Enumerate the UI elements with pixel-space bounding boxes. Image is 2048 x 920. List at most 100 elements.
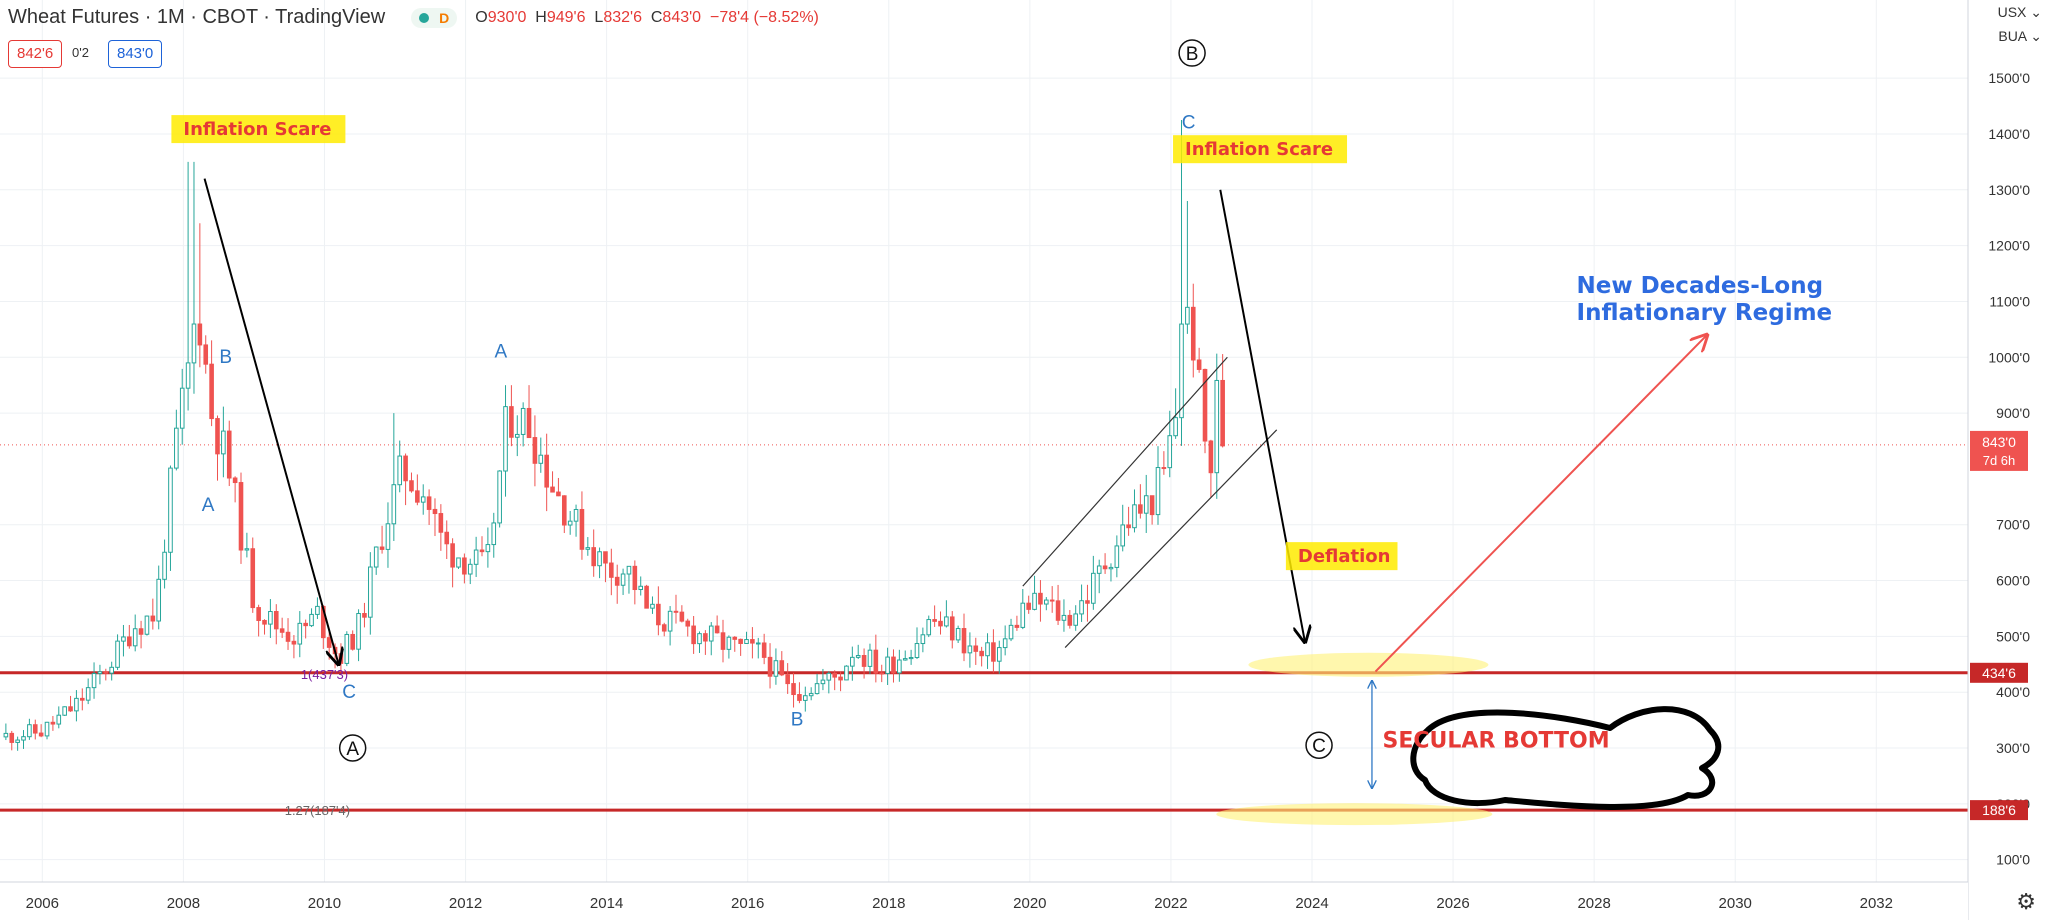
candle-body bbox=[315, 605, 320, 615]
candle-body bbox=[74, 697, 79, 712]
candle-body bbox=[85, 687, 91, 701]
candle-body bbox=[144, 615, 150, 635]
candle-body bbox=[591, 547, 596, 567]
candle-body bbox=[467, 563, 473, 575]
candle-body bbox=[585, 547, 591, 550]
candle-body bbox=[456, 557, 461, 568]
candles bbox=[3, 120, 1225, 751]
candle-body bbox=[1161, 467, 1167, 470]
ohlc-change: −78'4 (−8.52%) bbox=[709, 8, 819, 26]
unit-selector[interactable]: BUA ⌄ bbox=[1998, 28, 2042, 45]
candle-body bbox=[673, 610, 679, 613]
candle-body bbox=[656, 603, 661, 626]
candle-body bbox=[738, 638, 743, 644]
candle-body bbox=[750, 639, 755, 644]
time-tick-label: 2012 bbox=[449, 895, 482, 912]
price-tick-label: 1000'0 bbox=[1988, 349, 2030, 365]
ohlc-readout: O930'0 H949'6 L832'6 C843'0 −78'4 (−8.52… bbox=[475, 9, 819, 27]
ohlc-open-label: O bbox=[475, 8, 488, 26]
candle-body bbox=[885, 656, 890, 674]
chart-grid bbox=[0, 0, 1968, 882]
regime-label: Inflationary Regime bbox=[1577, 300, 1833, 326]
time-tick-label: 2014 bbox=[590, 895, 623, 912]
circled-wave-ring bbox=[1305, 731, 1333, 759]
candle-body bbox=[697, 633, 702, 645]
candle-body bbox=[597, 551, 602, 567]
candle-body bbox=[726, 636, 732, 650]
candle-body bbox=[403, 455, 408, 482]
currency-selector[interactable]: USX ⌄ bbox=[1998, 4, 2042, 21]
candle-body bbox=[855, 655, 861, 658]
candle-body bbox=[861, 655, 867, 667]
level-price-tag-label: 188'6 bbox=[1982, 802, 2016, 818]
candle-body bbox=[132, 628, 138, 647]
candle-body bbox=[1220, 379, 1225, 447]
candle-body bbox=[632, 565, 638, 591]
candle-body bbox=[920, 634, 926, 645]
candle-body bbox=[520, 407, 526, 435]
candle-body bbox=[620, 573, 626, 586]
ohlc-open: 930'0 bbox=[487, 8, 527, 26]
candle-body bbox=[268, 611, 273, 625]
sell-button[interactable]: 842'6 bbox=[8, 40, 63, 68]
candle-body bbox=[426, 496, 432, 510]
candle-body bbox=[1114, 545, 1120, 568]
candle-body bbox=[432, 508, 438, 515]
candle-body bbox=[691, 625, 696, 645]
candle-body bbox=[850, 656, 855, 667]
time-tick-label: 2030 bbox=[1719, 895, 1752, 912]
candle-body bbox=[279, 628, 285, 633]
candle-body bbox=[3, 732, 9, 738]
candle-body bbox=[538, 454, 544, 464]
candle-body bbox=[444, 531, 450, 545]
candle-body bbox=[773, 660, 779, 677]
candle-body bbox=[1079, 600, 1084, 615]
candle-body bbox=[614, 576, 620, 586]
buy-button[interactable]: 843'0 bbox=[108, 40, 163, 68]
candle-body bbox=[544, 454, 549, 488]
market-status-badge[interactable]: D bbox=[411, 7, 458, 28]
candle-body bbox=[626, 565, 632, 575]
candle-body bbox=[491, 522, 497, 546]
price-tick-label: 1200'0 bbox=[1988, 238, 2030, 254]
candle-body bbox=[1038, 592, 1043, 605]
candle-body bbox=[1049, 599, 1055, 602]
secular-bottom-label: SECULAR BOTTOM bbox=[1383, 729, 1610, 754]
candle-body bbox=[550, 486, 555, 493]
price-tick-label: 1500'0 bbox=[1988, 70, 2030, 86]
gear-icon[interactable]: ⚙ bbox=[2016, 889, 2036, 914]
price-tick-label: 700'0 bbox=[1996, 517, 2030, 533]
candle-body bbox=[949, 616, 955, 641]
candle-body bbox=[1085, 600, 1090, 604]
candle-body bbox=[844, 665, 849, 681]
candle-body bbox=[1208, 440, 1214, 474]
symbol-title[interactable]: Wheat Futures · 1M · CBOT · TradingView bbox=[8, 6, 386, 28]
candle-body bbox=[32, 724, 38, 734]
candle-body bbox=[391, 484, 397, 525]
candle-body bbox=[221, 430, 226, 455]
ohlc-low: 832'6 bbox=[603, 8, 642, 26]
level-highlight bbox=[1248, 652, 1489, 677]
candle-body bbox=[1026, 602, 1031, 610]
candle-body bbox=[121, 636, 126, 642]
candle-body bbox=[1185, 306, 1190, 325]
time-tick-label: 2026 bbox=[1436, 895, 1469, 912]
wave-label: A bbox=[494, 341, 507, 362]
candle-body bbox=[803, 695, 808, 701]
candle-body bbox=[479, 549, 485, 553]
candle-body bbox=[203, 344, 209, 365]
annotation-highlight bbox=[171, 115, 346, 144]
chevron-down-icon: ⌄ bbox=[2030, 4, 2042, 20]
price-tick-label: 900'0 bbox=[1996, 405, 2030, 421]
candle-body bbox=[450, 543, 455, 568]
candle-body bbox=[15, 739, 20, 743]
candle-body bbox=[1143, 495, 1149, 514]
price-tick-label: 600'0 bbox=[1996, 573, 2030, 589]
candle-body bbox=[379, 546, 385, 550]
channel-line bbox=[1022, 356, 1228, 587]
unit-label: BUA bbox=[1998, 28, 2027, 44]
candle-body bbox=[420, 496, 426, 503]
candle-body bbox=[897, 659, 902, 674]
candle-body bbox=[232, 477, 238, 484]
candle-body bbox=[109, 666, 114, 674]
